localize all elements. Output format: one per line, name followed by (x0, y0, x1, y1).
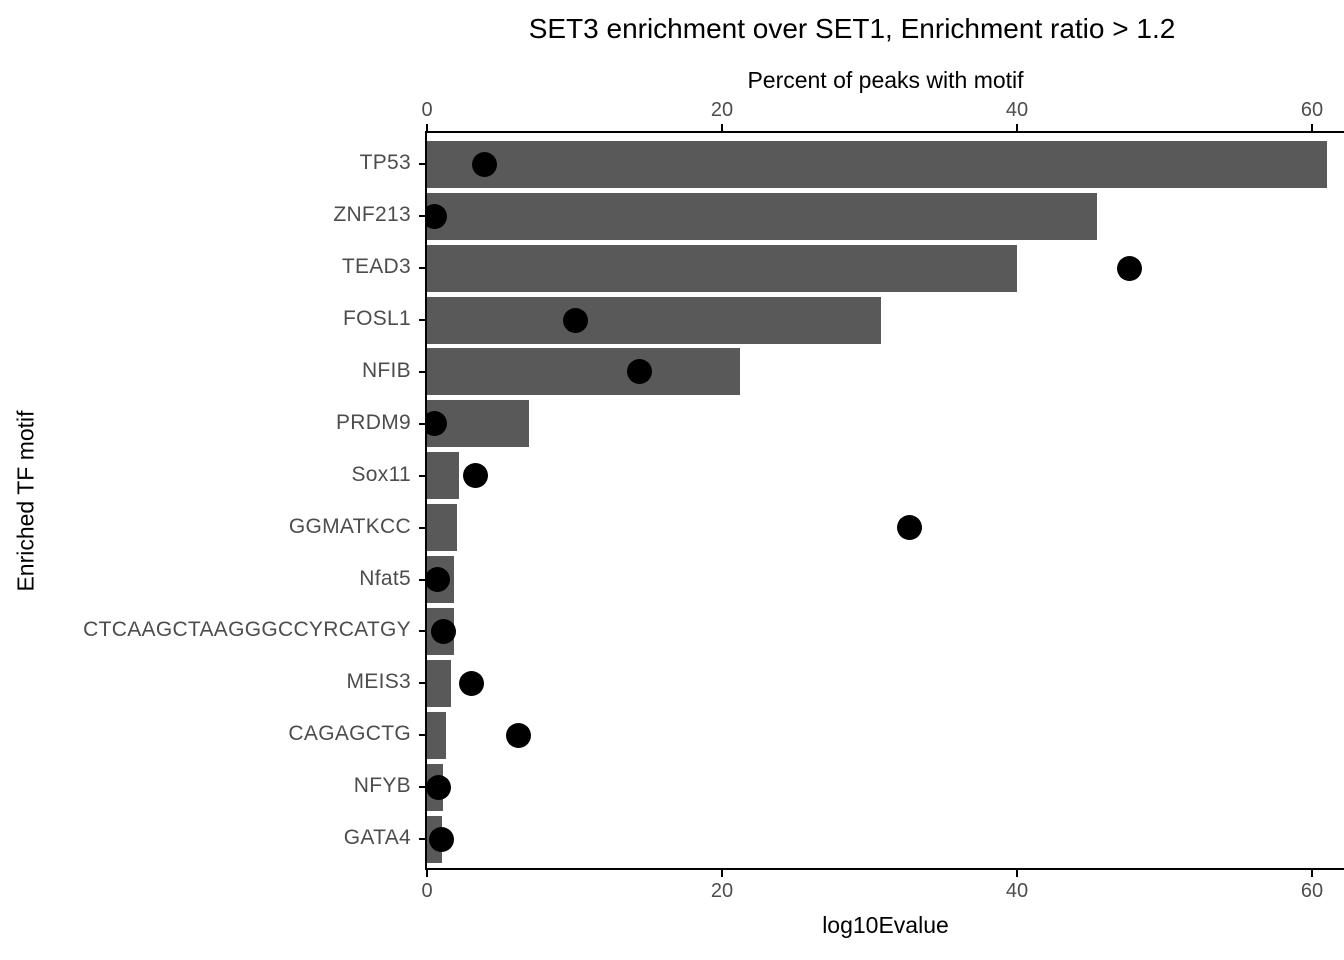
y-axis-tick (419, 370, 427, 373)
y-axis-tick (419, 630, 427, 633)
point (505, 722, 531, 748)
x-tick-label-top: 60 (1300, 99, 1324, 121)
x-axis-tick-bottom (721, 870, 723, 877)
point (563, 307, 589, 333)
bottom-axis-title: log10Evalue (822, 912, 949, 938)
x-axis-tick-top (1016, 124, 1018, 131)
x-tick-label-top: 0 (421, 99, 433, 121)
point (458, 670, 484, 696)
point (427, 774, 452, 800)
y-tick-label: TP53 (359, 151, 411, 175)
y-axis-tick (419, 163, 427, 166)
y-axis-title: Enriched TF motif (12, 410, 39, 592)
y-tick-label: ZNF213 (333, 203, 411, 227)
x-axis-line-top (425, 131, 1344, 133)
x-tick-label-top: 40 (1005, 99, 1029, 121)
point (427, 411, 447, 437)
x-axis-tick-bottom (1311, 870, 1313, 877)
x-tick-label-bottom: 0 (421, 880, 433, 902)
y-tick-label: CTCAAGCTAAGGGCCYRCATGY (83, 618, 411, 642)
x-tick-label-bottom: 20 (710, 880, 734, 902)
y-tick-label: Sox11 (351, 462, 411, 486)
bar (427, 348, 740, 396)
y-tick-label: FOSL1 (342, 307, 411, 330)
y-tick-label: MEIS3 (346, 670, 411, 694)
point (429, 826, 455, 852)
bar (427, 452, 460, 500)
bar (427, 296, 882, 344)
y-tick-label: NFIB (361, 358, 411, 382)
chart-title: SET3 enrichment over SET1, Enrichment ra… (528, 13, 1176, 44)
point (427, 203, 447, 229)
y-tick-label: Nfat5 (359, 566, 411, 590)
bar (427, 244, 1017, 292)
x-tick-label-top: 20 (710, 99, 734, 121)
y-tick-label: GGMATKCC (288, 514, 411, 538)
plot-panel (427, 133, 1344, 870)
bar (427, 711, 447, 759)
point (430, 618, 456, 644)
x-axis-tick-top (1311, 124, 1313, 131)
y-axis-tick (419, 319, 427, 321)
y-tick-label: GATA4 (343, 826, 411, 849)
x-axis-tick-bottom (1016, 870, 1018, 877)
y-tick-label: TEAD3 (341, 255, 411, 279)
x-axis-tick-top (721, 124, 723, 131)
y-axis-tick (419, 267, 427, 270)
point (1116, 255, 1142, 281)
y-axis-tick (419, 578, 427, 581)
y-axis-line (425, 131, 427, 870)
y-axis-tick (419, 734, 427, 737)
y-axis-tick (419, 682, 427, 685)
point (626, 359, 652, 385)
bar (427, 504, 457, 552)
point (896, 515, 922, 541)
y-axis-tick (419, 474, 427, 477)
bar (427, 140, 1327, 188)
point (427, 567, 450, 592)
x-axis-tick-top (426, 124, 428, 131)
x-tick-label-bottom: 40 (1005, 880, 1029, 902)
y-tick-label: CAGAGCTG (288, 722, 411, 746)
y-tick-label: PRDM9 (335, 410, 411, 434)
point (472, 151, 498, 177)
x-axis-tick-bottom (426, 870, 428, 877)
bar (427, 192, 1097, 240)
x-axis-line-bottom (425, 868, 1344, 870)
bar (427, 659, 451, 707)
y-axis-tick (419, 786, 427, 789)
y-axis-tick (419, 215, 427, 218)
y-tick-label: NFYB (353, 774, 411, 798)
point (463, 463, 489, 489)
top-axis-title: Percent of peaks with motif (747, 67, 1024, 93)
y-axis-tick (419, 422, 427, 425)
x-tick-label-bottom: 60 (1300, 880, 1324, 902)
y-axis-tick (419, 526, 427, 529)
y-axis-tick (419, 838, 427, 840)
